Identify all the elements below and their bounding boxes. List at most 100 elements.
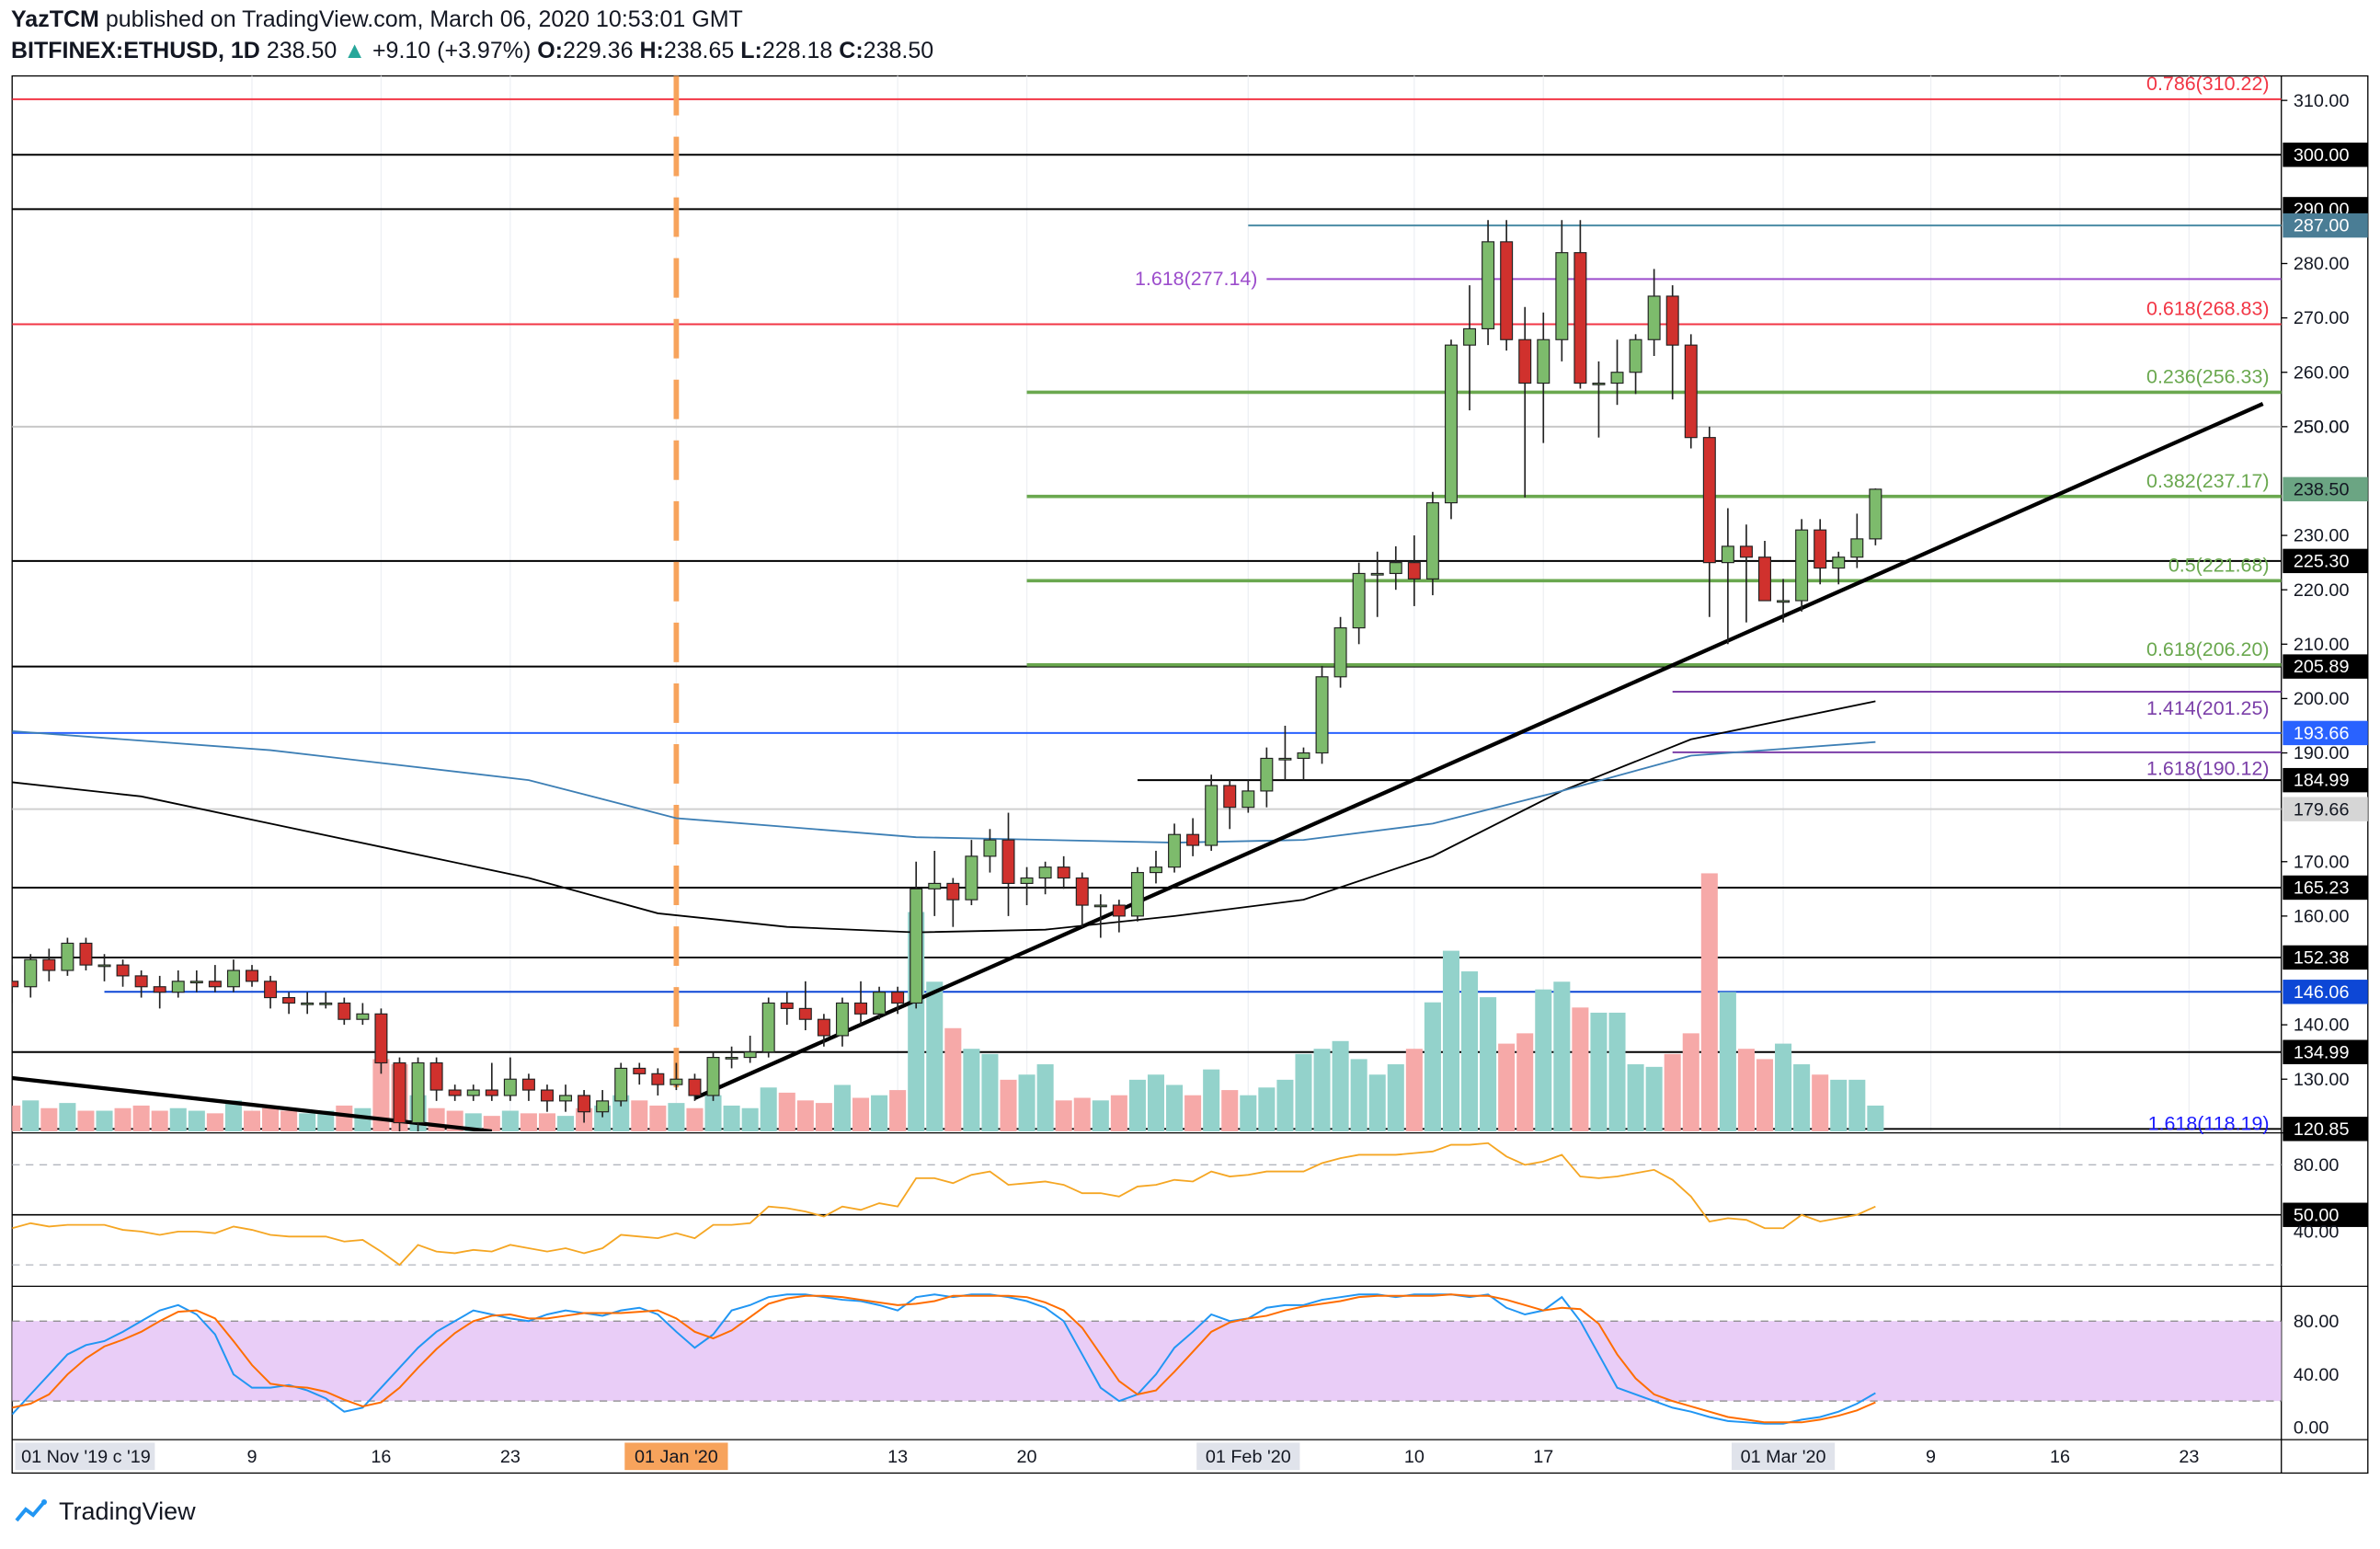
volume-bar	[1240, 1095, 1257, 1131]
y-tick-label: 260.00	[2294, 362, 2350, 383]
volume-bar	[1424, 1002, 1441, 1131]
candle-body	[965, 855, 978, 901]
volume-bar	[22, 1100, 40, 1131]
volume-bar	[963, 1049, 980, 1131]
fib-label: 1.618(190.12)	[2146, 758, 2269, 780]
candle-body	[1647, 295, 1661, 340]
volume-bar	[299, 1113, 316, 1131]
candle-body	[725, 1057, 738, 1060]
candle-body	[246, 970, 258, 982]
x-tick-box	[624, 1442, 728, 1471]
volume-bar	[1221, 1090, 1239, 1131]
brand: TradingView	[59, 1497, 196, 1525]
ohlc-value: 238.65	[663, 38, 735, 63]
x-tick-label: 17	[1533, 1447, 1553, 1467]
candle-body	[1832, 556, 1846, 569]
candle-body	[669, 1078, 683, 1085]
candle-body	[153, 986, 166, 993]
volume-bar	[926, 981, 944, 1131]
volume-bar	[778, 1092, 795, 1131]
trendline	[693, 402, 2264, 1100]
x-tick-box	[1731, 1442, 1836, 1471]
candle-body	[1425, 502, 1439, 579]
volume-bar	[1387, 1064, 1404, 1131]
volume-bar	[557, 1116, 575, 1131]
stoch-line	[12, 1293, 1876, 1425]
volume-bar	[981, 1053, 999, 1131]
candle-body	[1333, 626, 1347, 678]
y-tick-label: 230.00	[2294, 526, 2350, 546]
level-label: 193.66	[2294, 724, 2350, 744]
candle-body	[1444, 344, 1458, 504]
candle-body	[208, 981, 222, 988]
ohlc: O:229.36 H:238.65 L:228.18 C:238.50	[537, 38, 933, 63]
volume-bar	[852, 1097, 870, 1131]
volume-bar	[1812, 1074, 1829, 1131]
level-label: 165.23	[2294, 878, 2350, 899]
rsi-level-box	[2283, 1202, 2368, 1227]
volume-bar	[77, 1110, 95, 1131]
stoch-line	[12, 1293, 1876, 1424]
candle-body	[24, 958, 38, 988]
volume-bar	[224, 1100, 242, 1131]
level-label: 300.00	[2294, 145, 2350, 166]
candle-body	[743, 1051, 757, 1059]
x-tick-label: 23	[500, 1447, 521, 1467]
rsi-level-label: 50.00	[2294, 1205, 2340, 1225]
candle-body	[1260, 757, 1274, 792]
candle-body	[761, 1002, 775, 1053]
volume-bar	[1313, 1049, 1331, 1131]
price-pane	[12, 75, 2282, 1131]
volume-bar	[612, 1095, 630, 1131]
level-box	[2283, 875, 2368, 901]
volume-bar	[1627, 1064, 1644, 1131]
candle-body	[116, 964, 130, 977]
level-box	[2283, 767, 2368, 793]
candle-body	[1352, 572, 1366, 629]
level-label: 134.99	[2294, 1042, 2350, 1062]
candle-body	[1315, 676, 1329, 754]
candle-body	[633, 1067, 646, 1074]
candle-body	[780, 1002, 794, 1009]
volume-bar	[280, 1110, 298, 1131]
level-box	[2283, 720, 2368, 746]
candle-body	[189, 981, 203, 984]
ohlc-value: 229.36	[563, 38, 634, 63]
last-price-label: 238.50	[2294, 479, 2350, 499]
price: 238.50	[266, 38, 338, 63]
level-label: 250.00	[2294, 417, 2350, 437]
candle-body	[79, 942, 93, 966]
candle-body	[1223, 785, 1237, 809]
candle-body	[1075, 877, 1089, 906]
level-box	[2283, 1039, 2368, 1064]
fib-label: 1.414(201.25)	[2146, 697, 2269, 719]
volume-bar	[1553, 981, 1571, 1131]
candle-body	[393, 1061, 406, 1124]
volume-bar	[40, 1107, 58, 1131]
candle-body	[873, 992, 887, 1015]
candle-body	[12, 981, 19, 988]
volume-bar	[206, 1113, 223, 1131]
ohlc-value: 238.50	[863, 38, 934, 63]
x-pinned-label: 01 Nov '19 c '19	[21, 1447, 151, 1467]
candle-body	[1592, 382, 1606, 385]
y-tick-label: 210.00	[2294, 635, 2350, 655]
candle-body	[1482, 241, 1495, 330]
volume-bar	[501, 1110, 519, 1131]
volume-bar	[1535, 989, 1552, 1131]
y-tick-label: 310.00	[2294, 91, 2350, 111]
candle-body	[374, 1013, 388, 1064]
volume-bar	[1775, 1043, 1792, 1131]
candle-body	[356, 1013, 370, 1020]
rsi-line	[12, 1142, 1876, 1267]
candle-body	[928, 882, 942, 889]
header-line-2: BITFINEX:ETHUSD, 1D 238.50 ▲ +9.10 (+3.9…	[11, 35, 933, 66]
volume-bar	[1368, 1074, 1386, 1131]
y-tick-label: 280.00	[2294, 254, 2350, 274]
moving-average	[12, 700, 1876, 934]
volume-bar	[1848, 1079, 1866, 1131]
candle-body	[1537, 338, 1550, 384]
volume-bar	[760, 1087, 777, 1131]
volume-bar	[1166, 1084, 1184, 1131]
volume-bar	[317, 1110, 335, 1131]
